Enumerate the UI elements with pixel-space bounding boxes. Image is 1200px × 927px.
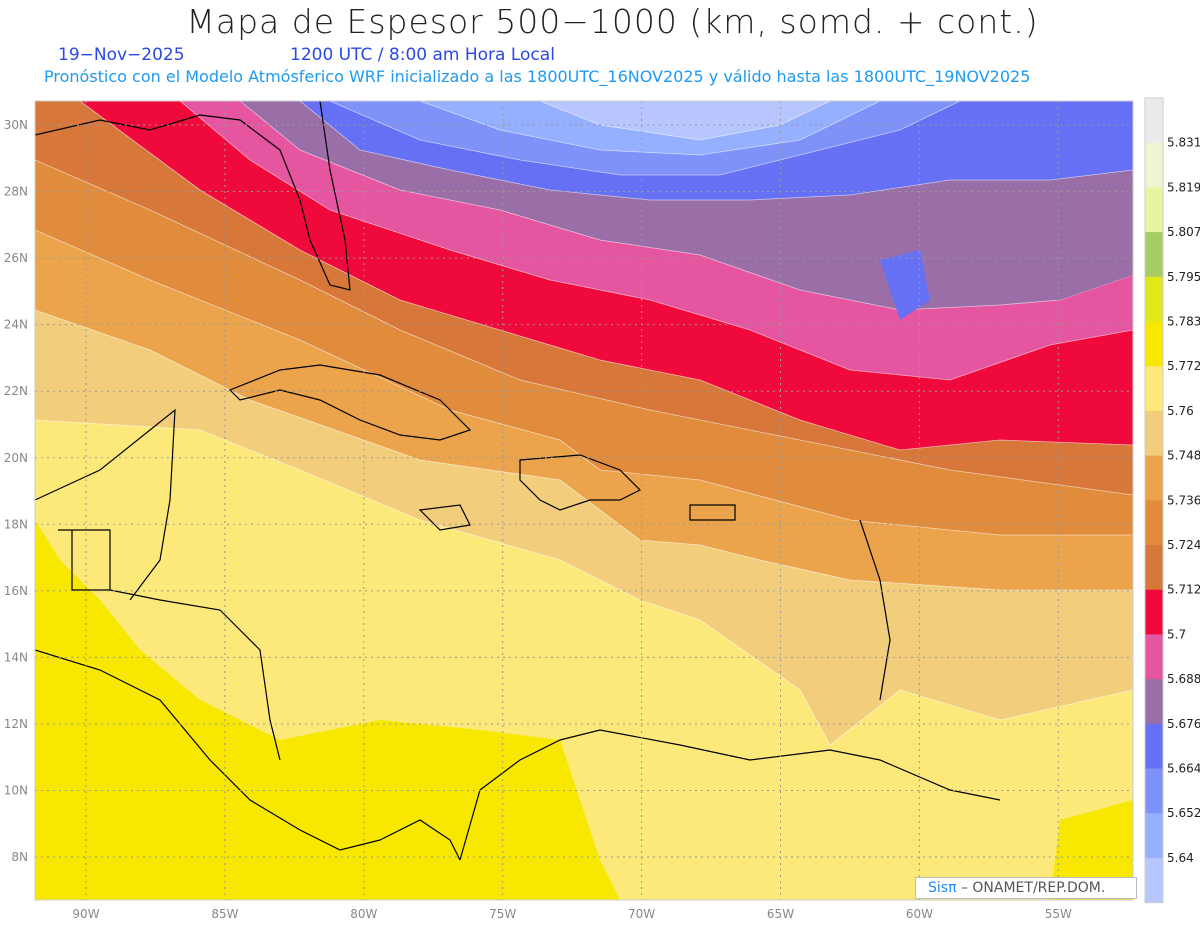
- colorbar-label: 5.76: [1167, 404, 1194, 418]
- colorbar-label: 5.831: [1167, 136, 1200, 150]
- lat-label: 20N: [4, 451, 28, 465]
- colorbar-swatch: [1145, 723, 1163, 769]
- colorbar-swatch: [1145, 98, 1163, 144]
- colorbar-swatch: [1145, 589, 1163, 635]
- colorbar-label: 5.819: [1167, 180, 1200, 194]
- colorbar-swatch: [1145, 187, 1163, 233]
- forecast-time: 1200 UTC / 8:00 am Hora Local: [290, 45, 555, 65]
- credit-text: – ONAMET/REP.DOM.: [956, 880, 1106, 896]
- colorbar-label: 5.676: [1167, 717, 1200, 731]
- contour-fill: [35, 101, 1133, 900]
- lon-label: 70W: [628, 907, 655, 921]
- colorbar-label: 5.64: [1167, 851, 1194, 865]
- lat-label: 30N: [4, 118, 28, 132]
- lat-label: 14N: [4, 650, 28, 664]
- map-title: Mapa de Espesor 500−1000 (km, somd. + co…: [186, 2, 1039, 41]
- colorbar-swatch: [1145, 455, 1163, 501]
- colorbar-swatch: [1145, 321, 1163, 367]
- colorbar-swatch: [1145, 679, 1163, 725]
- lat-label: 12N: [4, 717, 28, 731]
- colorbar-swatch: [1145, 276, 1163, 322]
- colorbar-label: 5.688: [1167, 672, 1200, 686]
- colorbar-label: 5.772: [1167, 359, 1200, 373]
- lon-label: 60W: [906, 907, 933, 921]
- lat-label: 8N: [11, 850, 28, 864]
- colorbar-swatch: [1145, 545, 1163, 591]
- colorbar-swatch: [1145, 634, 1163, 680]
- lon-label: 55W: [1045, 907, 1072, 921]
- forecast-date: 19−Nov−2025: [58, 45, 185, 65]
- lat-label: 28N: [4, 185, 28, 199]
- colorbar-label: 5.652: [1167, 806, 1200, 820]
- model-subtitle: Pronóstico con el Modelo Atmósferico WRF…: [44, 67, 1031, 86]
- lat-label: 22N: [4, 384, 28, 398]
- colorbar-label: 5.795: [1167, 270, 1200, 284]
- brand-label: Sisπ: [928, 880, 957, 896]
- colorbar-swatch: [1145, 768, 1163, 814]
- lat-label: 26N: [4, 251, 28, 265]
- band-5.64: [539, 101, 831, 141]
- lat-label: 16N: [4, 584, 28, 598]
- colorbar-label: 5.807: [1167, 225, 1200, 239]
- colorbar-label: 5.724: [1167, 538, 1200, 552]
- colorbar-swatch: [1145, 410, 1163, 457]
- colorbar-swatch: [1145, 500, 1163, 546]
- coastlines: [35, 101, 1001, 861]
- colorbar-swatch: [1145, 232, 1163, 278]
- colorbar-label: 5.748: [1167, 449, 1200, 463]
- map-frame: [34, 100, 1134, 901]
- colorbar-label: 5.712: [1167, 583, 1200, 597]
- colorbar-label: 5.664: [1167, 762, 1200, 776]
- colorbar-label: 5.7: [1167, 627, 1186, 641]
- colorbar-label: 5.783: [1167, 315, 1200, 329]
- colorbar-swatch: [1145, 813, 1163, 859]
- band-5.772: [35, 520, 620, 900]
- colorbar-swatch: [1145, 142, 1163, 188]
- colorbar-swatch: [1145, 366, 1163, 412]
- colorbar-label: 5.736: [1167, 493, 1200, 507]
- credit-box: Sisπ – ONAMET/REP.DOM.: [915, 877, 1137, 899]
- lat-label: 18N: [4, 517, 28, 531]
- lon-label: 80W: [350, 907, 377, 921]
- lon-label: 75W: [489, 907, 516, 921]
- lat-label: 10N: [4, 784, 28, 798]
- lat-label: 24N: [4, 318, 28, 332]
- lon-label: 65W: [767, 907, 794, 921]
- colorbar-swatch: [1145, 857, 1163, 904]
- lon-label: 90W: [72, 907, 99, 921]
- lon-label: 85W: [211, 907, 238, 921]
- colorbar: 5.831 5.819 5.807 5.795 5.783 5.772 5.76 5.748 5…: [1144, 97, 1200, 904]
